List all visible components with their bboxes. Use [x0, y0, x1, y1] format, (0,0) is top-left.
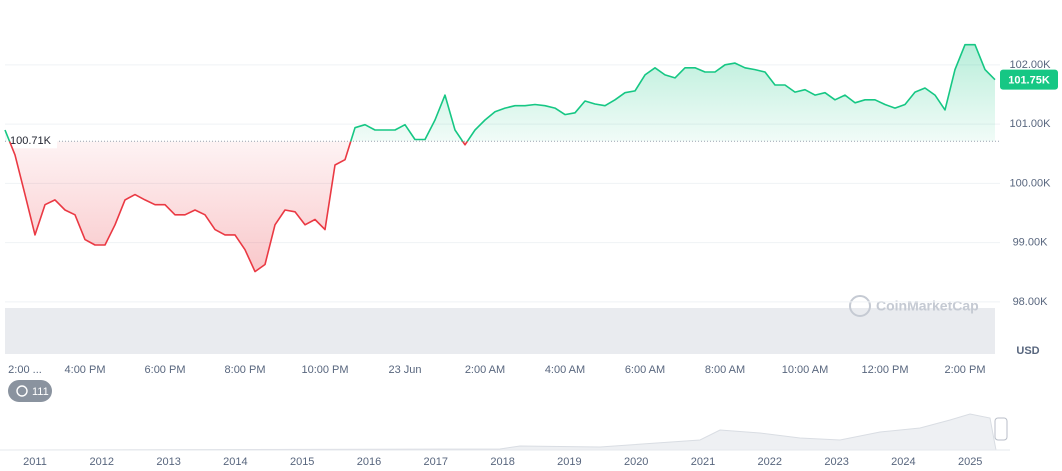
navigator-year-label: 2017	[424, 456, 448, 468]
currency-label: USD	[1016, 345, 1039, 357]
navigator-year-label: 2021	[691, 456, 715, 468]
y-tick-label: 99.00K	[1013, 237, 1049, 249]
history-badge[interactable]: 111	[8, 380, 52, 402]
navigator-year-label: 2016	[357, 456, 381, 468]
navigator-year-label: 2015	[290, 456, 314, 468]
navigator-year-label: 2024	[891, 456, 915, 468]
x-tick-label: 10:00 PM	[301, 364, 348, 376]
navigator-year-label: 2020	[624, 456, 648, 468]
navigator-handle[interactable]	[994, 417, 1008, 441]
y-tick-label: 98.00K	[1013, 296, 1049, 308]
baseline-label: 100.71K	[10, 135, 52, 147]
badge-count: 111	[32, 386, 49, 398]
x-tick-label: 2:00 PM	[945, 364, 986, 376]
y-tick-label: 100.00K	[1010, 177, 1052, 189]
last-price-tag	[1000, 69, 1058, 90]
navigator-year-label: 2025	[958, 456, 982, 468]
area-fill	[5, 44, 995, 272]
baseline-label-bg	[7, 132, 57, 149]
navigator-year-label: 2022	[758, 456, 782, 468]
x-tick-label: 2:00 AM	[465, 364, 505, 376]
watermark: CoinMarketCap	[876, 298, 979, 314]
last-price-label: 101.75K	[1008, 75, 1050, 87]
navigator-area	[1, 413, 997, 451]
x-tick-label: 12:00 PM	[861, 364, 908, 376]
volume-band	[5, 308, 995, 354]
navigator-year-label: 2023	[824, 456, 848, 468]
navigator-year-label: 2014	[223, 456, 247, 468]
navigator-year-label: 2011	[23, 456, 47, 468]
y-tick-label: 102.00K	[1010, 59, 1052, 71]
x-tick-label: 6:00 AM	[625, 364, 665, 376]
x-tick-label: 4:00 PM	[65, 364, 106, 376]
x-tick-label: 2:00 ...	[8, 364, 42, 376]
navigator-year-label: 2012	[90, 456, 114, 468]
navigator-year-label: 2018	[490, 456, 514, 468]
x-tick-label: 6:00 PM	[145, 364, 186, 376]
y-tick-label: 101.00K	[1010, 118, 1052, 130]
navigator-year-label: 2019	[557, 456, 581, 468]
x-tick-label: 10:00 AM	[782, 364, 828, 376]
navigator-year-label: 2013	[156, 456, 180, 468]
price-line	[4, 43, 996, 273]
x-tick-label: 8:00 AM	[705, 364, 745, 376]
x-tick-label: 4:00 AM	[545, 364, 585, 376]
x-tick-label: 23 Jun	[388, 364, 421, 376]
x-tick-label: 8:00 PM	[225, 364, 266, 376]
